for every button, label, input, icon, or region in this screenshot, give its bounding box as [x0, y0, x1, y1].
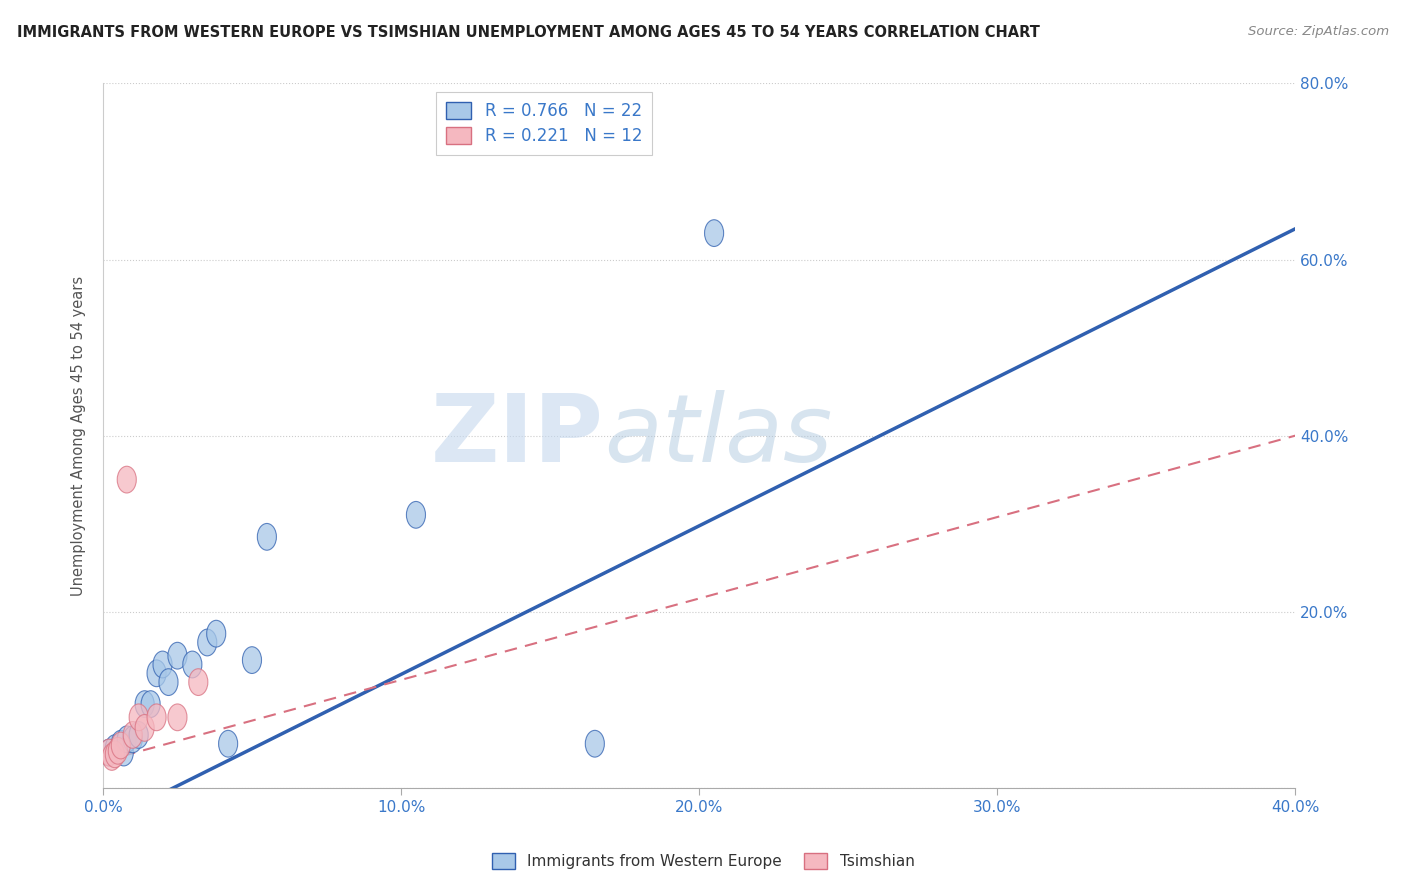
Ellipse shape: [167, 704, 187, 731]
Ellipse shape: [124, 722, 142, 748]
Text: atlas: atlas: [603, 390, 832, 481]
Ellipse shape: [105, 741, 124, 768]
Ellipse shape: [117, 726, 136, 753]
Ellipse shape: [135, 714, 155, 741]
Ellipse shape: [129, 722, 148, 748]
Ellipse shape: [117, 467, 136, 493]
Ellipse shape: [114, 739, 134, 766]
Ellipse shape: [111, 731, 131, 757]
Ellipse shape: [100, 739, 118, 766]
Legend: R = 0.766   N = 22, R = 0.221   N = 12: R = 0.766 N = 22, R = 0.221 N = 12: [436, 92, 652, 155]
Ellipse shape: [257, 524, 277, 550]
Ellipse shape: [167, 642, 187, 669]
Ellipse shape: [100, 739, 118, 766]
Ellipse shape: [103, 744, 121, 771]
Ellipse shape: [105, 735, 124, 762]
Legend: Immigrants from Western Europe, Tsimshian: Immigrants from Western Europe, Tsimshia…: [485, 847, 921, 875]
Ellipse shape: [111, 732, 131, 759]
Ellipse shape: [406, 501, 426, 528]
Ellipse shape: [188, 669, 208, 696]
Ellipse shape: [124, 726, 142, 753]
Ellipse shape: [141, 690, 160, 717]
Ellipse shape: [153, 651, 172, 678]
Ellipse shape: [704, 219, 724, 246]
Ellipse shape: [108, 738, 128, 764]
Ellipse shape: [159, 669, 179, 696]
Text: Source: ZipAtlas.com: Source: ZipAtlas.com: [1249, 25, 1389, 38]
Ellipse shape: [129, 704, 148, 731]
Ellipse shape: [148, 660, 166, 687]
Text: ZIP: ZIP: [430, 390, 603, 482]
Ellipse shape: [183, 651, 202, 678]
Y-axis label: Unemployment Among Ages 45 to 54 years: Unemployment Among Ages 45 to 54 years: [72, 276, 86, 596]
Ellipse shape: [218, 731, 238, 757]
Ellipse shape: [585, 731, 605, 757]
Ellipse shape: [135, 690, 155, 717]
Text: IMMIGRANTS FROM WESTERN EUROPE VS TSIMSHIAN UNEMPLOYMENT AMONG AGES 45 TO 54 YEA: IMMIGRANTS FROM WESTERN EUROPE VS TSIMSH…: [17, 25, 1040, 40]
Ellipse shape: [242, 647, 262, 673]
Ellipse shape: [148, 704, 166, 731]
Ellipse shape: [207, 620, 226, 647]
Ellipse shape: [198, 629, 217, 656]
